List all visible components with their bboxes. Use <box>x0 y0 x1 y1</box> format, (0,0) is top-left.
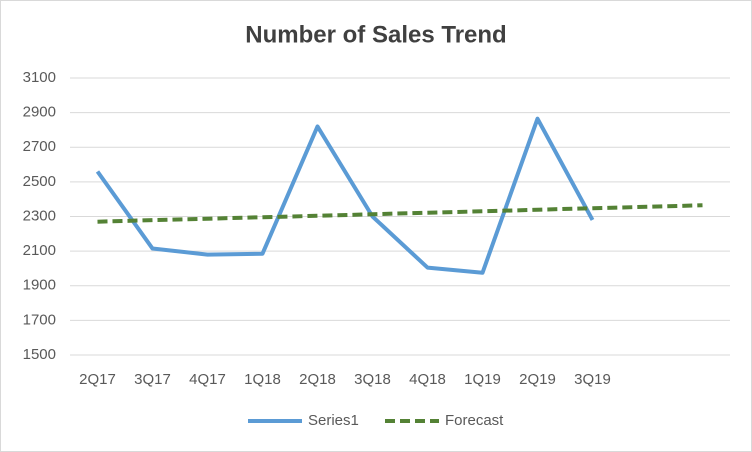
y-tick-label: 3100 <box>23 69 56 86</box>
legend-label: Forecast <box>445 412 504 429</box>
chart-title: Number of Sales Trend <box>245 21 506 48</box>
x-tick-label: 3Q19 <box>574 371 611 388</box>
series-line <box>97 203 703 224</box>
x-tick-label: 1Q18 <box>244 371 281 388</box>
x-tick-label: 1Q19 <box>464 371 501 388</box>
y-tick-label: 2300 <box>23 207 56 224</box>
legend-label: Series1 <box>308 412 359 429</box>
y-tick-label: 2500 <box>23 173 56 190</box>
x-tick-label: 3Q17 <box>134 371 171 388</box>
y-tick-label: 2700 <box>23 138 56 155</box>
x-tick-label: 2Q19 <box>519 371 556 388</box>
x-tick-label: 2Q17 <box>79 371 116 388</box>
y-tick-label: 1700 <box>23 311 56 328</box>
x-tick-label: 3Q18 <box>354 371 391 388</box>
y-tick-label: 2900 <box>23 104 56 121</box>
y-tick-label: 1900 <box>23 277 56 294</box>
y-tick-label: 1500 <box>23 346 56 363</box>
x-tick-label: 4Q17 <box>189 371 226 388</box>
x-tick-label: 2Q18 <box>299 371 336 388</box>
series-line <box>95 116 595 275</box>
y-tick-label: 2100 <box>23 242 56 259</box>
x-tick-label: 4Q18 <box>409 371 446 388</box>
